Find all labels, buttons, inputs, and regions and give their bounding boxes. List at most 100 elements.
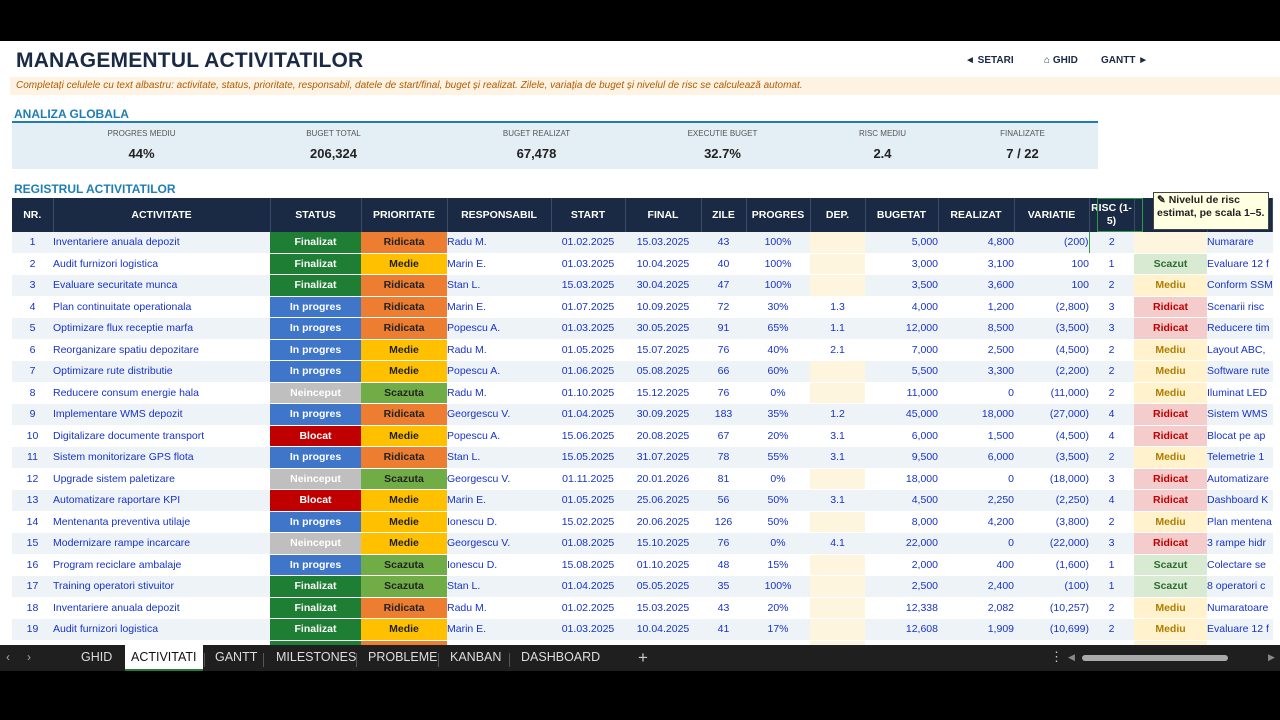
cell-variatie[interactable]: (10,699) (1014, 618, 1089, 641)
cell-dep[interactable]: 4.1 (810, 532, 865, 555)
cell-responsabil[interactable]: Radu M. (447, 597, 551, 619)
cell-nivel-risc[interactable]: Ridicat (1134, 403, 1207, 426)
cell-dep[interactable] (810, 597, 865, 619)
cell-nivel-risc[interactable]: Scazut (1134, 575, 1207, 598)
cell-final[interactable]: 31.07.2025 (625, 446, 701, 469)
cell-activitate[interactable]: Audit furnizori logistica (53, 253, 270, 275)
cell-progres[interactable]: 65% (746, 317, 810, 340)
cell-prioritate[interactable]: Medie (361, 360, 447, 383)
cell-prioritate[interactable]: Ridicata (361, 232, 447, 254)
cell-zile[interactable]: 56 (701, 489, 746, 512)
cell-nivel-risc[interactable]: Ridicat (1134, 425, 1207, 447)
cell-descriere[interactable]: 3 rampe hidr (1207, 532, 1273, 555)
cell-dep[interactable] (810, 618, 865, 641)
cell-progres[interactable]: 0% (746, 532, 810, 555)
cell-progres[interactable]: 20% (746, 597, 810, 619)
cell-responsabil[interactable]: Marin E. (447, 489, 551, 512)
cell-activitate[interactable]: Program reciclare ambalaje (53, 554, 270, 576)
cell-nr[interactable]: 17 (12, 575, 53, 598)
cell-prioritate[interactable]: Scazuta (361, 468, 447, 490)
cell-responsabil[interactable]: Popescu A. (447, 317, 551, 340)
cell-descriere[interactable]: Iluminat LED (1207, 382, 1273, 404)
cell-nivel-risc[interactable]: Mediu (1134, 618, 1207, 641)
cell-progres[interactable]: 14% (746, 640, 810, 645)
cell-final[interactable]: 25.06.2025 (625, 489, 701, 512)
cell-dep[interactable]: 1.1 (810, 317, 865, 340)
cell-activitate[interactable]: Optimizare flux receptie marfa (53, 317, 270, 340)
cell-activitate[interactable]: Evaluare securitate munca (53, 274, 270, 297)
cell-start[interactable]: 01.05.2025 (551, 339, 625, 361)
cell-bugetat[interactable]: 12,000 (865, 317, 938, 340)
cell-responsabil[interactable]: Stan L. (447, 446, 551, 469)
nav-setari-link[interactable]: ◄ SETARI (965, 55, 1014, 66)
cell-descriere[interactable]: Sistem WMS (1207, 403, 1273, 426)
cell-activitate[interactable]: Modernizare rampe incarcare (53, 532, 270, 555)
cell-status[interactable]: Finalizat (270, 597, 361, 619)
cell-start[interactable]: 01.02.2025 (551, 597, 625, 619)
cell-responsabil[interactable]: Ionescu D. (447, 554, 551, 576)
cell-zile[interactable]: 35 (701, 575, 746, 598)
cell-variatie[interactable]: (1,600) (1014, 554, 1089, 576)
cell-risc[interactable]: 3 (1089, 317, 1134, 340)
cell-activitate[interactable]: Inventariere anuala depozit (53, 232, 270, 254)
cell-variatie[interactable]: (27,000) (1014, 403, 1089, 426)
cell-responsabil[interactable]: Marin E. (447, 618, 551, 641)
nav-ghid-link[interactable]: ⌂ GHID (1044, 55, 1078, 66)
cell-responsabil[interactable]: Radu M. (447, 382, 551, 404)
cell-realizat[interactable]: 3,600 (938, 274, 1014, 297)
cell-bugetat[interactable]: 7,000 (865, 339, 938, 361)
cell-risc[interactable]: 4 (1089, 489, 1134, 512)
cell-realizat[interactable]: 4,800 (938, 232, 1014, 254)
cell-start[interactable]: 01.08.2025 (551, 532, 625, 555)
cell-nr[interactable]: 10 (12, 425, 53, 447)
cell-risc[interactable]: 3 (1089, 468, 1134, 490)
cell-progres[interactable]: 0% (746, 468, 810, 490)
cell-nr[interactable]: 6 (12, 339, 53, 361)
cell-descriere[interactable]: Conform SSM (1207, 274, 1273, 297)
tab-ghid[interactable]: GHID (81, 650, 113, 664)
cell-realizat[interactable]: 1,909 (938, 618, 1014, 641)
cell-realizat[interactable]: 1,500 (938, 425, 1014, 447)
col-header-bugetat[interactable]: BUGETAT (865, 198, 939, 232)
cell-risc[interactable]: 2 (1089, 382, 1134, 404)
cell-start[interactable]: 15.03.2025 (551, 274, 625, 297)
tab-dashboard[interactable]: DASHBOARD (521, 650, 601, 664)
cell-progres[interactable]: 17% (746, 618, 810, 641)
cell-activitate[interactable]: Digitalizare documente transport (53, 425, 270, 447)
col-header-activitate[interactable]: ACTIVITATE (53, 198, 271, 232)
cell-status[interactable]: Blocat (270, 489, 361, 512)
col-header-status[interactable]: STATUS (270, 198, 362, 232)
cell-start[interactable]: 01.02.2025 (551, 232, 625, 254)
cell-status[interactable]: Finalizat (270, 232, 361, 254)
cell-start[interactable]: 15.02.2025 (551, 511, 625, 533)
cell-nr[interactable]: 19 (12, 618, 53, 641)
cell-nr[interactable]: 3 (12, 274, 53, 297)
cell-final[interactable]: 15.03.2025 (625, 232, 701, 254)
cell-activitate[interactable]: Evaluare securitate munca (53, 640, 270, 645)
cell-bugetat[interactable]: 12,338 (865, 597, 938, 619)
cell-variatie[interactable]: (2,200) (1014, 360, 1089, 383)
cell-risc[interactable]: 2 (1089, 511, 1134, 533)
cell-variatie[interactable]: (10,257) (1014, 597, 1089, 619)
cell-final[interactable]: 30.05.2025 (625, 317, 701, 340)
cell-activitate[interactable]: Inventariere anuala depozit (53, 597, 270, 619)
cell-variatie[interactable]: (2,250) (1014, 489, 1089, 512)
cell-nivel-risc[interactable]: Mediu (1134, 597, 1207, 619)
cell-variatie[interactable]: (4,500) (1014, 425, 1089, 447)
cell-progres[interactable]: 40% (746, 339, 810, 361)
cell-dep[interactable]: 3.1 (810, 446, 865, 469)
cell-progres[interactable]: 100% (746, 232, 810, 254)
cell-descriere[interactable]: Scenarii risc (1207, 296, 1273, 318)
cell-prioritate[interactable]: Ridicata (361, 296, 447, 318)
cell-risc[interactable]: 1 (1089, 575, 1134, 598)
cell-nivel-risc[interactable]: Mediu (1134, 640, 1207, 645)
cell-risc[interactable]: 2 (1089, 618, 1134, 641)
cell-start[interactable]: 15.06.2025 (551, 425, 625, 447)
cell-realizat[interactable]: 18,000 (938, 403, 1014, 426)
scrollbar-thumb[interactable] (1082, 655, 1228, 661)
cell-prioritate[interactable]: Ridicata (361, 274, 447, 297)
cell-progres[interactable]: 50% (746, 511, 810, 533)
cell-descriere[interactable]: Automatizare (1207, 468, 1273, 490)
cell-status[interactable]: Neinceput (270, 468, 361, 490)
cell-start[interactable]: 01.07.2025 (551, 296, 625, 318)
